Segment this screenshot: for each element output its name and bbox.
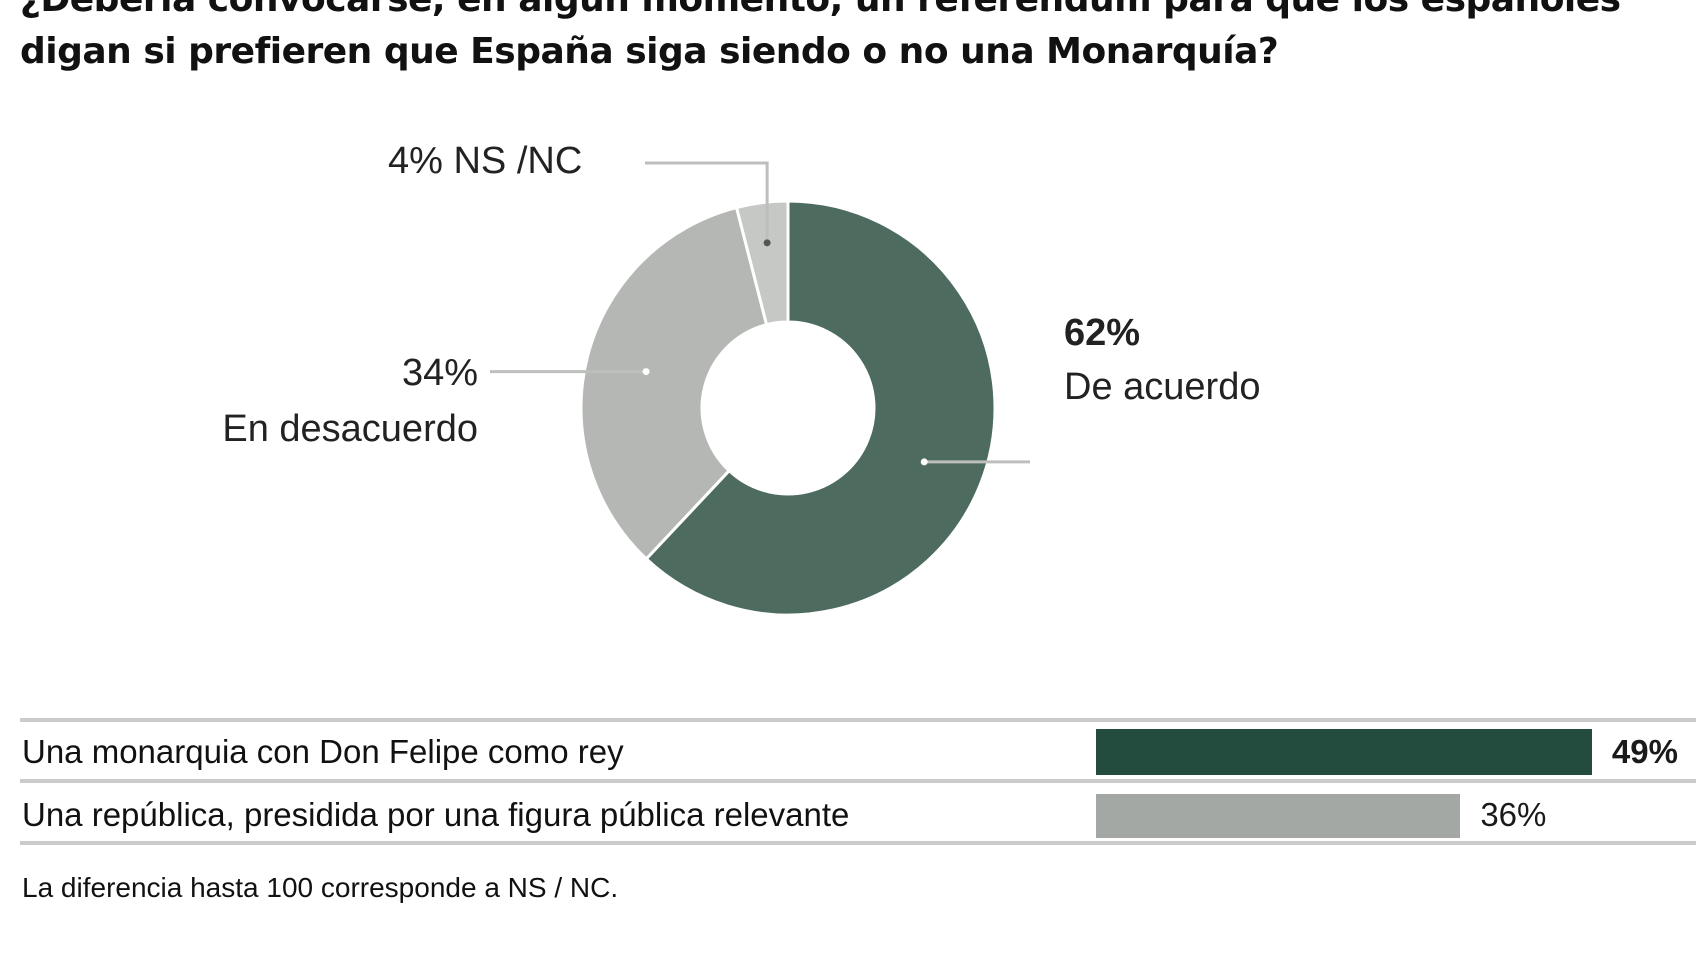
leader-dot-desacuerdo <box>642 368 650 376</box>
bar-value-monarquia: 49% <box>1611 733 1678 770</box>
chart-title: ¿Debería convocarse, en algún momento, u… <box>20 0 1621 72</box>
label-nsnc: 4% NS /NC <box>388 140 582 183</box>
bar-label-republica: Una república, presidida por una figura … <box>22 796 850 833</box>
label-acuerdo-value: 62% <box>1064 312 1141 354</box>
label-nsnc-value: 4% <box>388 140 443 182</box>
donut-chart <box>490 161 1030 617</box>
leader-dot-nsnc <box>763 239 771 247</box>
label-desacuerdo-value: 34% <box>401 352 478 394</box>
footnote: La diferencia hasta 100 corresponde a NS… <box>22 872 619 903</box>
bar-monarquia <box>1096 729 1592 775</box>
slice-ns-nc <box>734 199 790 327</box>
bar-republica <box>1096 794 1461 838</box>
row-divider <box>20 841 1696 845</box>
row-divider <box>20 718 1696 722</box>
leader-line-nsnc <box>645 161 769 243</box>
bar-label-monarquia: Una monarquia con Don Felipe como rey <box>22 733 624 770</box>
bar-value-republica: 36% <box>1480 796 1547 833</box>
leader-dot-acuerdo <box>920 458 928 466</box>
row-divider <box>20 779 1696 783</box>
label-nsnc-name: NS /NC <box>453 140 583 182</box>
label-desacuerdo-name: En desacuerdo <box>222 408 478 450</box>
slice-en-desacuerdo <box>579 205 769 562</box>
slice-de-acuerdo <box>644 199 997 617</box>
label-acuerdo-name: De acuerdo <box>1064 366 1261 408</box>
